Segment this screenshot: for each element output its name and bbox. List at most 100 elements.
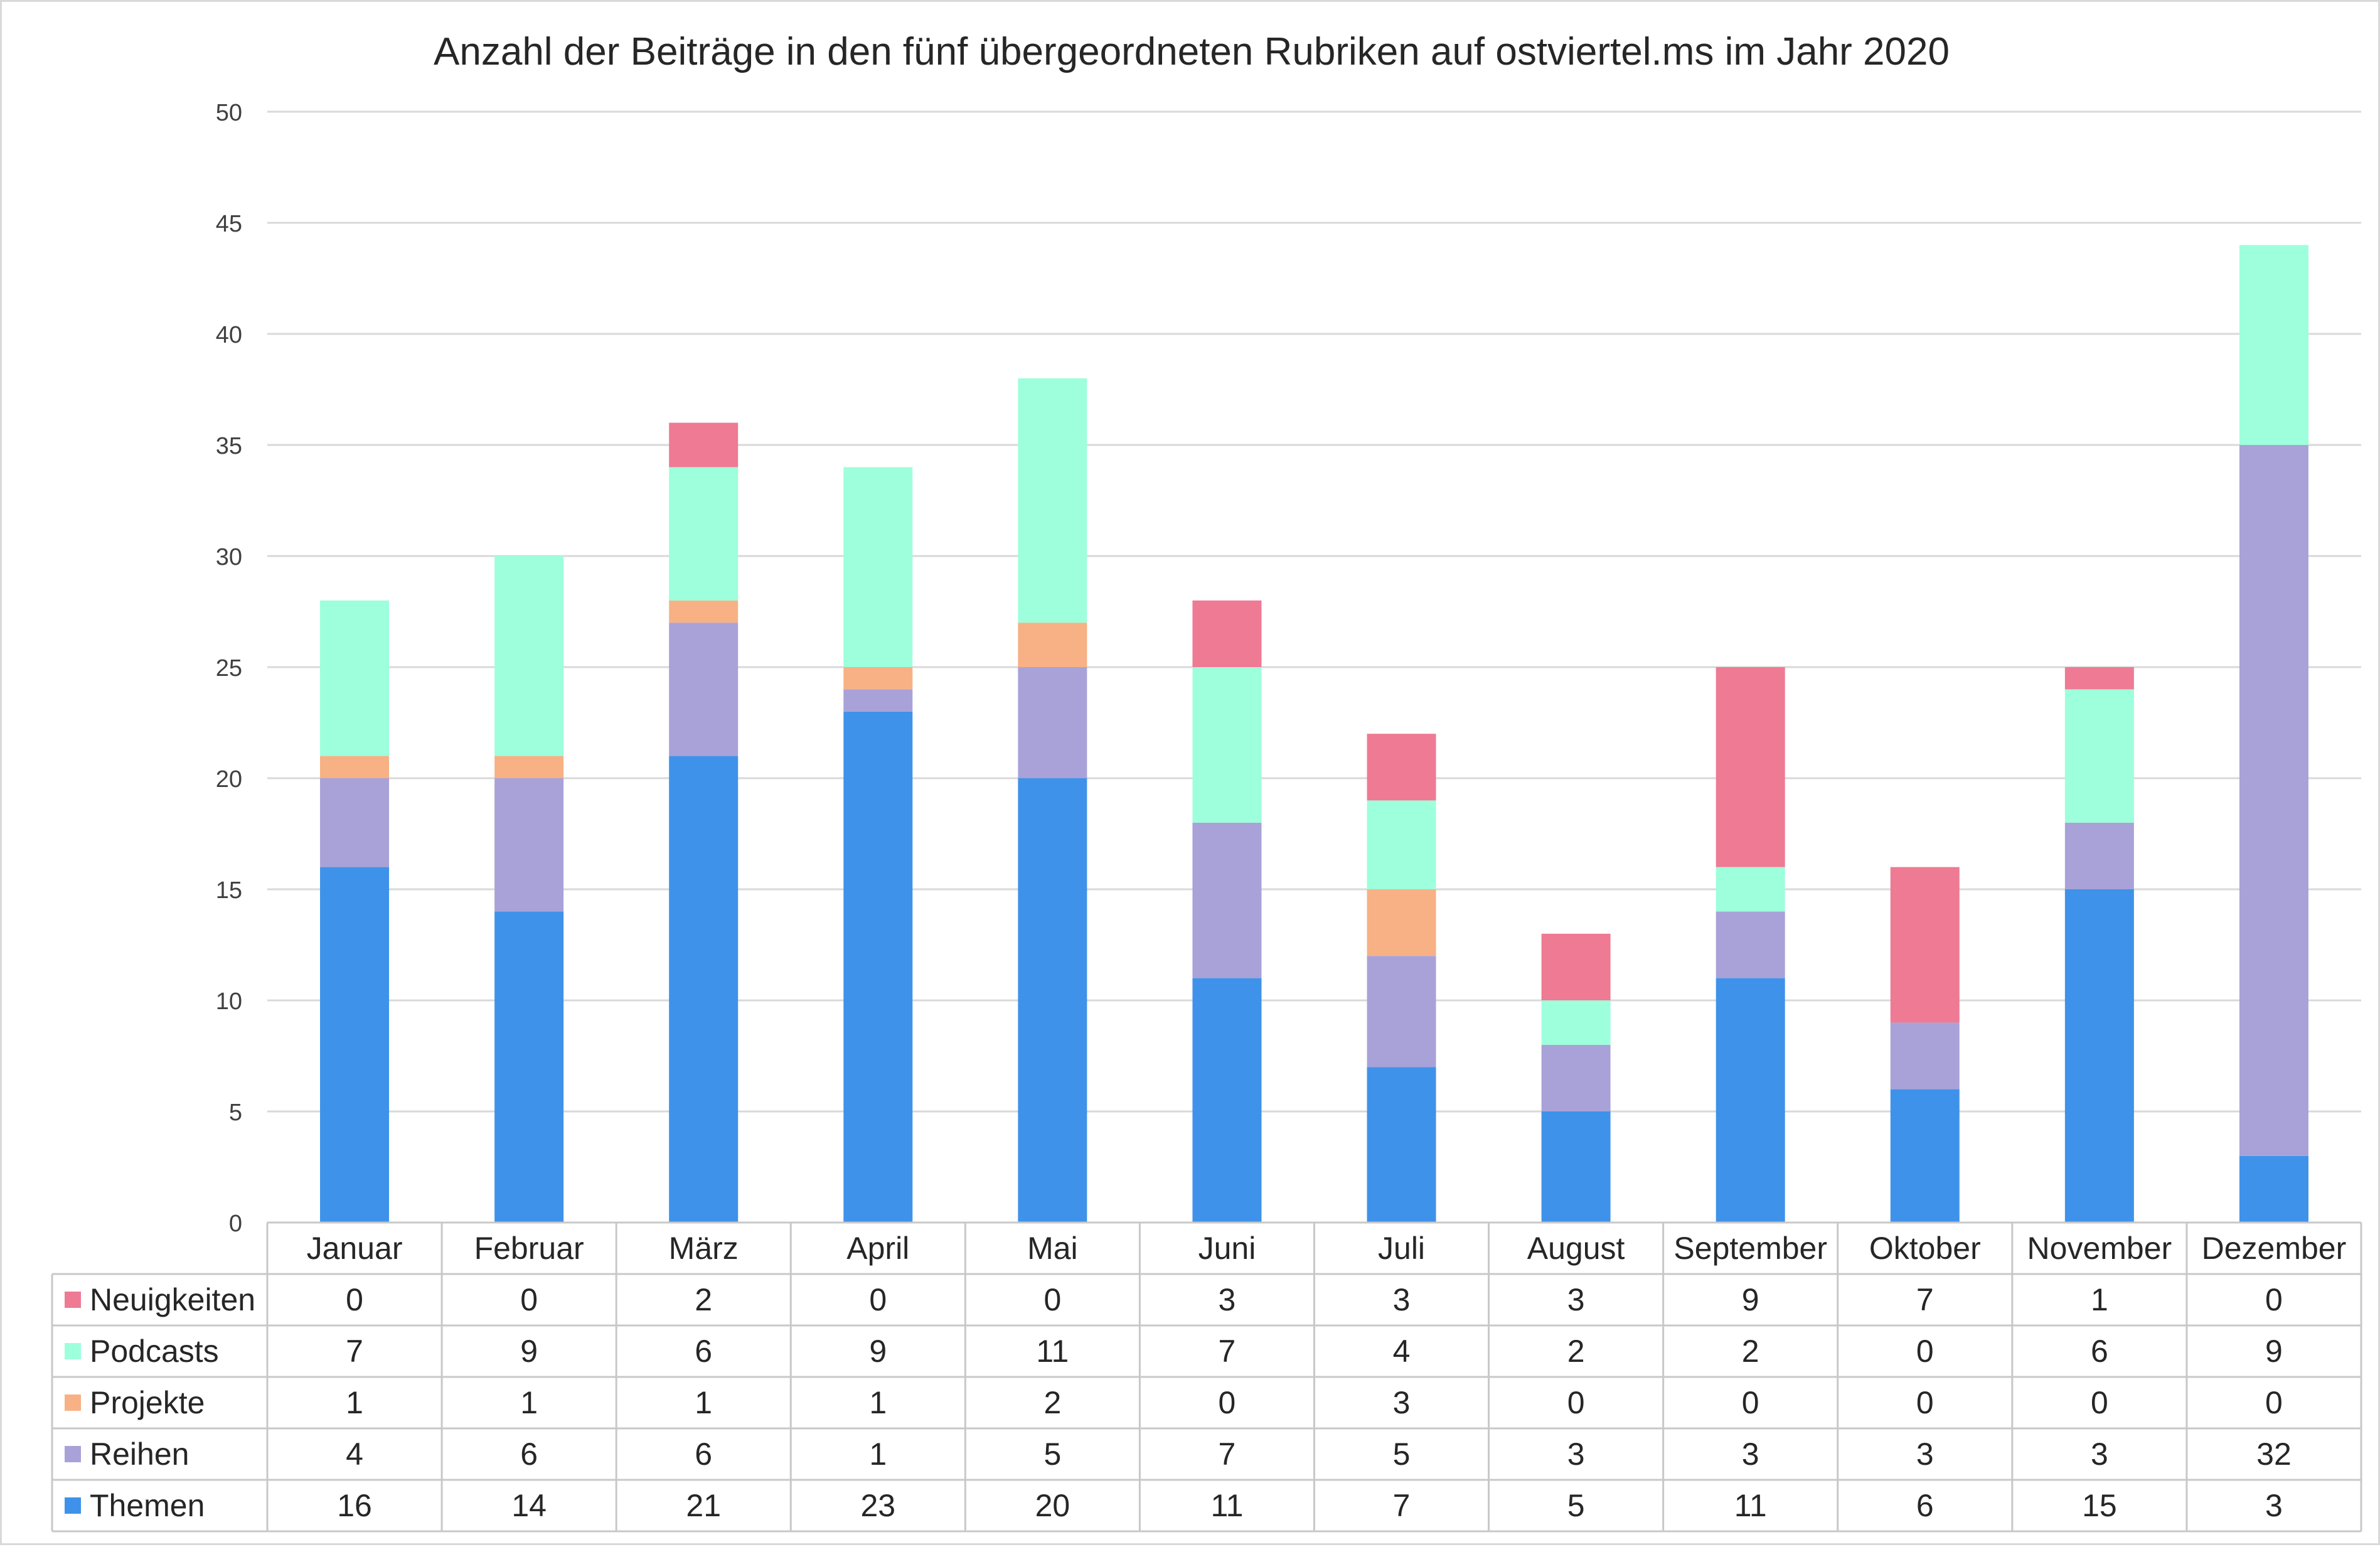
legend-label: Podcasts: [90, 1334, 219, 1369]
bar-segment-themen: [494, 911, 564, 1223]
table-cell-value: 1: [869, 1385, 887, 1420]
table-cell-value: 5: [1043, 1437, 1061, 1472]
y-tick-label: 45: [216, 211, 242, 237]
table-cell-value: 0: [2091, 1385, 2108, 1420]
table-cell-value: 3: [1393, 1282, 1411, 1317]
x-tick-label: September: [1673, 1231, 1827, 1266]
table-cell-value: 0: [1916, 1334, 1934, 1369]
table-cell-value: 7: [1219, 1334, 1236, 1369]
y-tick-label: 30: [216, 544, 242, 570]
bar-segment-projekte: [1018, 623, 1087, 667]
bar-segment-neuigkeiten: [669, 422, 739, 468]
table-cell-value: 16: [337, 1488, 372, 1523]
bar-segment-podcasts: [2064, 689, 2134, 823]
bar-segment-podcasts: [1018, 378, 1087, 623]
bar-segment-projekte: [669, 600, 739, 623]
y-tick-label: 20: [216, 766, 242, 793]
table-cell-value: 9: [1742, 1282, 1759, 1317]
bar-segment-neuigkeiten: [2064, 667, 2134, 690]
table-cell-value: 6: [695, 1437, 712, 1472]
x-tick-label: August: [1527, 1231, 1625, 1266]
x-tick-label: Dezember: [2202, 1231, 2347, 1266]
table-cell-value: 1: [695, 1385, 712, 1420]
legend-swatch-reihen: [65, 1446, 81, 1462]
table-cell-value: 3: [2091, 1437, 2108, 1472]
legend-swatch-projekte: [65, 1394, 81, 1411]
legend-swatch-themen: [65, 1497, 81, 1514]
y-tick-label: 10: [216, 988, 242, 1015]
table-cell-value: 11: [1211, 1488, 1244, 1523]
bar-segment-neuigkeiten: [1890, 867, 1960, 1023]
bar-segment-podcasts: [2239, 245, 2308, 445]
x-tick-label: März: [669, 1231, 739, 1266]
x-tick-label: November: [2027, 1231, 2172, 1266]
table-cell-value: 0: [1219, 1385, 1236, 1420]
y-tick-label: 50: [216, 100, 242, 126]
bar-segment-projekte: [1367, 889, 1436, 956]
bar-segment-themen: [843, 711, 913, 1223]
x-tick-label: Mai: [1027, 1231, 1078, 1266]
table-cell-value: 2: [1742, 1334, 1759, 1369]
y-tick-label: 40: [216, 322, 242, 348]
table-cell-value: 0: [346, 1282, 363, 1317]
table-cell-value: 0: [520, 1282, 538, 1317]
table-cell-value: 0: [1742, 1385, 1759, 1420]
bar-segment-reihen: [1716, 911, 1785, 978]
table-cell-value: 11: [1036, 1334, 1069, 1369]
table-cell-value: 1: [346, 1385, 363, 1420]
table-cell-value: 0: [2265, 1385, 2283, 1420]
bar-stacks: [320, 245, 2308, 1223]
table-cell-value: 0: [869, 1282, 887, 1317]
table-cell-value: 5: [1567, 1488, 1585, 1523]
bar-segment-reihen: [1018, 667, 1087, 778]
bar-segment-themen: [1541, 1111, 1611, 1223]
chart-title: Anzahl der Beiträge in den fünf übergeor…: [434, 30, 1950, 73]
bar-segment-reihen: [1890, 1022, 1960, 1089]
bar-segment-podcasts: [843, 467, 913, 667]
bar-segment-themen: [2064, 889, 2134, 1223]
bar-segment-podcasts: [1541, 1000, 1611, 1045]
table-cell-value: 7: [1219, 1437, 1236, 1472]
legend-swatch-podcasts: [65, 1343, 81, 1359]
table-cell-value: 6: [1916, 1488, 1934, 1523]
y-tick-label: 15: [216, 877, 242, 904]
table-cell-value: 2: [1567, 1334, 1585, 1369]
table-cell-value: 7: [346, 1334, 363, 1369]
bar-segment-themen: [2239, 1155, 2308, 1223]
y-tick-label: 0: [229, 1211, 242, 1237]
table-cell-value: 1: [520, 1385, 538, 1420]
table-cell-value: 0: [1567, 1385, 1585, 1420]
legend-label: Projekte: [90, 1385, 205, 1420]
table-cell-value: 9: [520, 1334, 538, 1369]
table-cell-value: 3: [1742, 1437, 1759, 1472]
gridlines: [267, 110, 2361, 1113]
bar-segment-podcasts: [1367, 800, 1436, 889]
table-cell-value: 15: [2082, 1488, 2117, 1523]
bar-segment-themen: [1716, 978, 1785, 1223]
bar-segment-reihen: [2064, 822, 2134, 889]
bar-segment-projekte: [320, 756, 390, 778]
bar-segment-projekte: [494, 756, 564, 778]
bar-segment-podcasts: [494, 556, 564, 756]
x-tick-label: Februar: [474, 1231, 584, 1266]
y-tick-label: 35: [216, 433, 242, 459]
table-cell-value: 3: [1219, 1282, 1236, 1317]
bar-segment-neuigkeiten: [1367, 734, 1436, 801]
bar-segment-reihen: [1367, 956, 1436, 1068]
bar-segment-themen: [669, 756, 739, 1223]
table-cell-value: 2: [695, 1282, 712, 1317]
table-cell-value: 3: [1393, 1385, 1411, 1420]
bar-segment-neuigkeiten: [1541, 933, 1611, 1000]
bar-segment-reihen: [2239, 445, 2308, 1156]
legend-swatch-neuigkeiten: [65, 1292, 81, 1308]
table-cell-value: 0: [1043, 1282, 1061, 1317]
bar-segment-podcasts: [669, 467, 739, 601]
table-cell-value: 4: [346, 1437, 363, 1472]
table-cell-value: 5: [1393, 1437, 1411, 1472]
table-cell-value: 20: [1035, 1488, 1070, 1523]
table-cell-value: 3: [1916, 1437, 1934, 1472]
bar-segment-podcasts: [1192, 667, 1262, 823]
table-cell-value: 4: [1393, 1334, 1411, 1369]
